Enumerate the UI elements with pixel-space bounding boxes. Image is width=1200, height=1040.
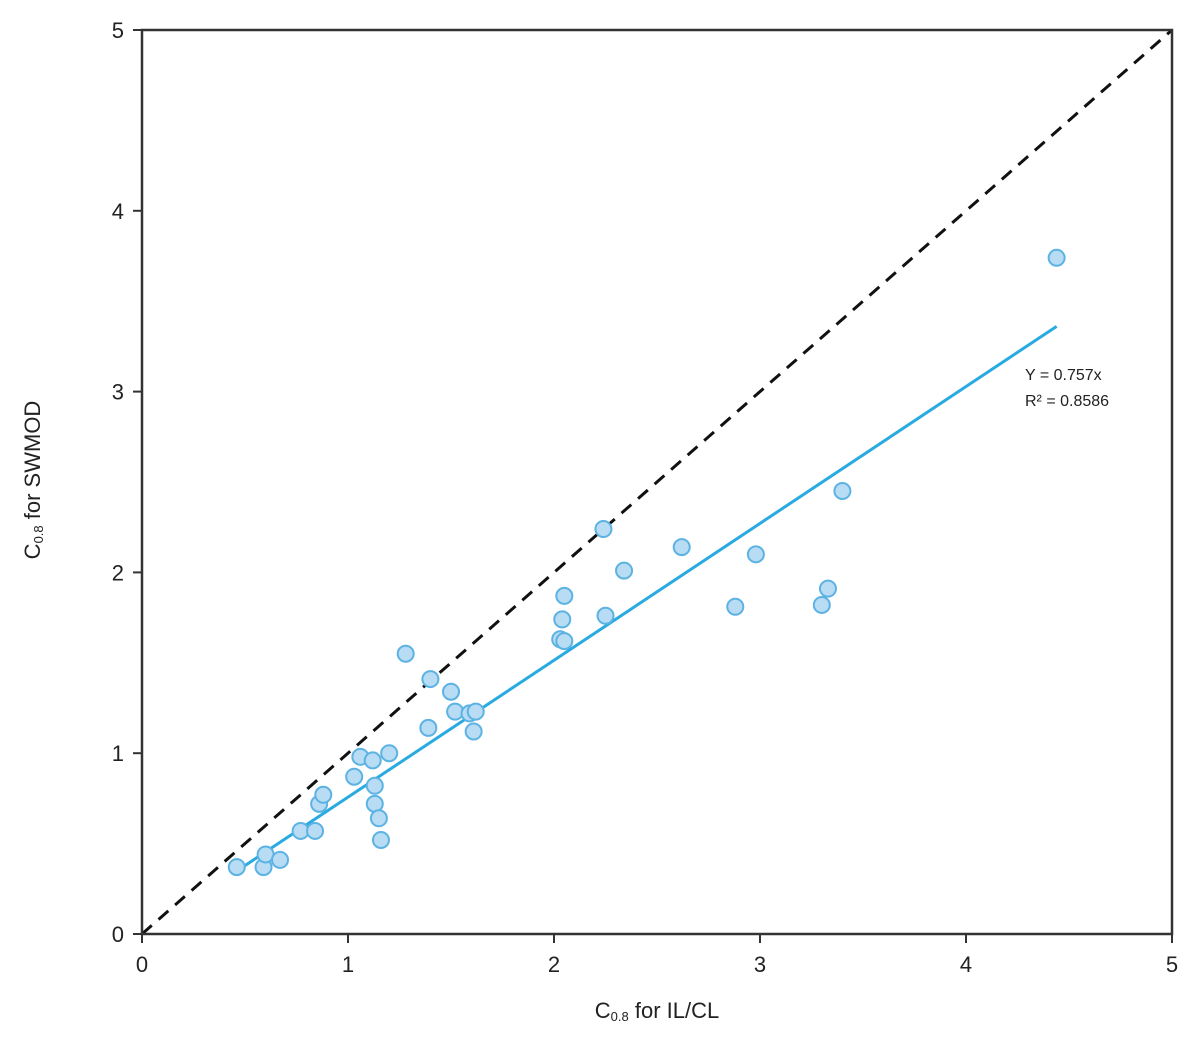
y-axis-label-main: C [20,543,45,559]
x-tick-label: 1 [342,952,354,977]
data-point [596,606,615,625]
x-tick-label: 0 [136,952,148,977]
data-point [672,538,691,557]
data-point [369,809,388,828]
data-point [553,610,572,629]
y-axis-label: C0.8 for SWMOD [20,401,46,560]
x-tick-label: 4 [960,952,972,977]
data-point [421,670,440,689]
x-tick-label: 3 [754,952,766,977]
y-tick-label: 3 [112,380,124,405]
y-tick-label: 0 [112,922,124,947]
data-point [371,830,390,849]
plot-frame [140,28,1174,936]
x-axis-label-subscript: 0.8 [611,1009,629,1024]
data-point [345,767,364,786]
y-axis-label-subscript: 0.8 [31,525,46,543]
x-axis-label-rest: for IL/CL [629,998,719,1023]
data-point [594,520,613,539]
data-point [396,644,415,663]
data-point [363,751,382,770]
y-tick-label: 5 [112,18,124,43]
data-point [1047,248,1066,267]
y-tick-label: 1 [112,741,124,766]
data-point [442,682,460,701]
marks-layer [141,28,1173,936]
data-point [380,744,399,763]
data-point [466,702,485,721]
trend-annotation: Y = 0.757x R² = 0.8586 [1025,367,1109,410]
r-squared-label: R² = 0.8586 [1025,393,1109,410]
data-point [615,561,634,580]
data-point [746,545,765,564]
data-point [833,482,852,501]
data-point [365,776,384,795]
data-point [555,632,574,651]
data-point [227,858,246,877]
data-point [271,850,290,869]
data-point [314,785,333,804]
x-axis-label: C0.8 for IL/CL [595,998,719,1024]
ticks-layer: 0 1 2 3 4 5 0 1 2 3 4 5 [112,18,1178,977]
data-point [812,595,831,614]
data-point [726,597,745,616]
data-point [555,586,574,605]
data-point [818,579,837,598]
y-tick-label: 4 [112,199,124,224]
data-point [464,722,483,741]
data-point [446,702,465,721]
x-tick-label: 2 [548,952,560,977]
equation-label: Y = 0.757x [1025,367,1102,384]
x-axis-label-main: C [595,998,611,1023]
data-point [419,718,438,737]
data-point [306,821,325,840]
trend-line [231,325,1058,876]
y-axis-label-rest: for SWMOD [20,401,45,526]
y-tick-label: 2 [112,560,124,585]
x-tick-label: 5 [1166,952,1178,977]
identity-line [141,28,1173,936]
